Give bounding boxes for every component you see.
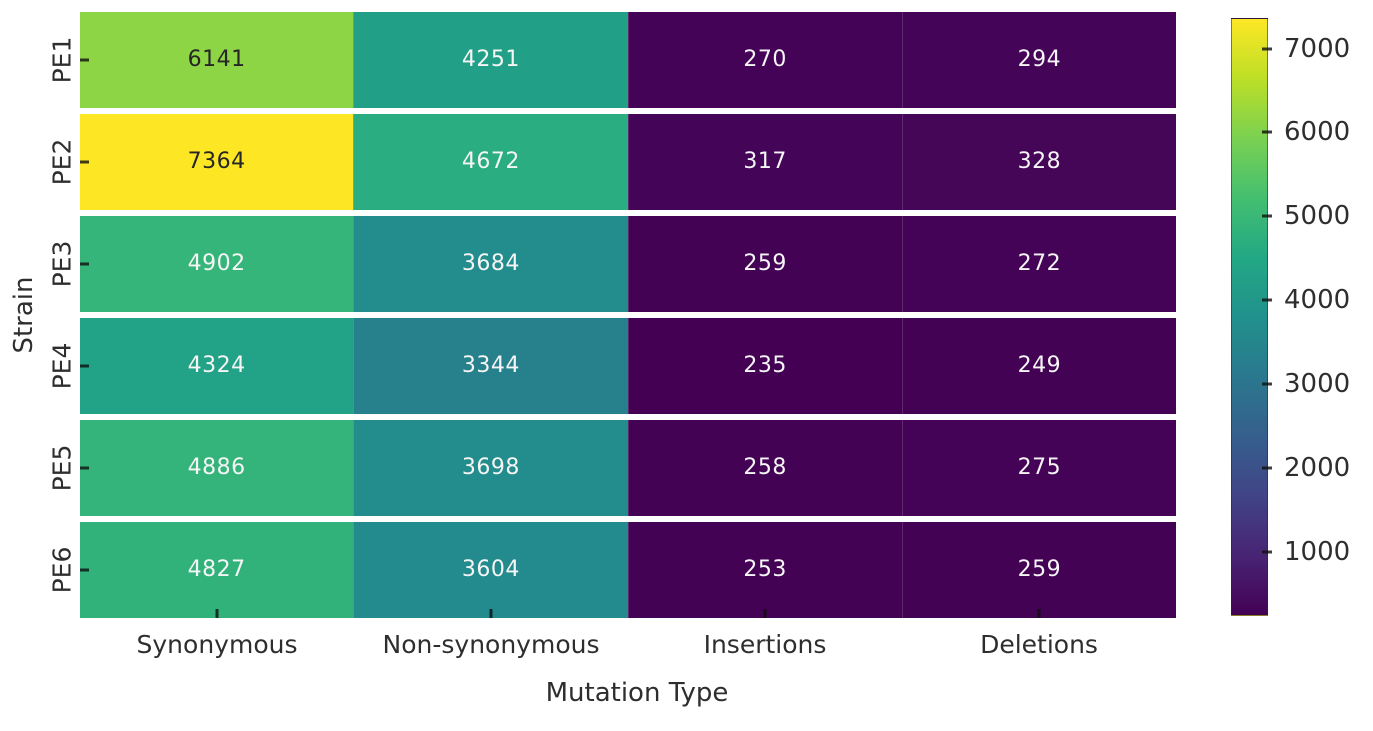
cell-value: 3344 [461, 353, 520, 378]
y-tick-mark [80, 262, 89, 266]
heatmap-cell: 4886 [80, 420, 354, 516]
colorbar-tick-label: 4000 [1284, 285, 1351, 316]
cell-value: 3604 [461, 557, 520, 582]
y-tick-mark [80, 58, 89, 62]
heatmap-cell: 4827 [80, 522, 354, 618]
heatmap-row: 4886 3698 258 275 [80, 420, 1176, 516]
heatmap-cell: 328 [901, 114, 1176, 210]
colorbar-tick-mark [1262, 130, 1272, 134]
heatmap-row: 4827 3604 253 259 [80, 522, 1176, 618]
heatmap-row: 4902 3684 259 272 [80, 216, 1176, 312]
cell-value: 4324 [187, 353, 246, 378]
cell-value: 4672 [461, 149, 520, 174]
heatmap-row: 6141 4251 270 294 [80, 12, 1176, 108]
x-tick-mark [1037, 609, 1041, 618]
y-tick-label: PE5 [47, 444, 77, 492]
plot-area: 6141 4251 270 294 7364 4672 317 328 4902 3684 259 2… [80, 12, 1176, 618]
x-tick-label: Deletions [980, 630, 1098, 659]
y-tick-label: PE1 [47, 36, 77, 84]
heatmap-cell: 294 [901, 12, 1176, 108]
y-tick-label: PE2 [47, 138, 77, 186]
cell-value: 3698 [461, 455, 520, 480]
colorbar-tick-label: 7000 [1284, 33, 1351, 64]
heatmap-cell: 3604 [353, 522, 628, 618]
x-tick-mark [763, 609, 767, 618]
heatmap-cell: 4251 [353, 12, 628, 108]
heatmap-cell: 270 [627, 12, 902, 108]
cell-value: 294 [1017, 47, 1062, 72]
heatmap-cell: 6141 [80, 12, 354, 108]
cell-value: 249 [1017, 353, 1062, 378]
colorbar-tick-label: 3000 [1284, 369, 1351, 400]
x-tick-mark [215, 609, 219, 618]
colorbar-tick-mark [1262, 47, 1272, 51]
cell-value: 4886 [187, 455, 246, 480]
y-tick-mark [80, 466, 89, 470]
y-tick-label: PE6 [47, 546, 77, 594]
heatmap-cell: 259 [901, 522, 1176, 618]
colorbar [1231, 18, 1268, 616]
heatmap-row: 7364 4672 317 328 [80, 114, 1176, 210]
cell-value: 270 [743, 47, 787, 72]
cell-value: 6141 [187, 47, 246, 72]
x-tick-label: Non-synonymous [382, 630, 600, 659]
colorbar-tick-label: 1000 [1284, 536, 1351, 567]
heatmap-cell: 3344 [353, 318, 628, 414]
x-tick-mark [489, 609, 493, 618]
heatmap-cell: 249 [901, 318, 1176, 414]
heatmap-cell: 3684 [353, 216, 628, 312]
cell-value: 4902 [187, 251, 246, 276]
heatmap-cell: 3698 [353, 420, 628, 516]
cell-value: 7364 [187, 149, 246, 174]
cell-value: 235 [743, 353, 787, 378]
heatmap-cell: 235 [627, 318, 902, 414]
heatmap-cell: 275 [901, 420, 1176, 516]
colorbar-tick-label: 2000 [1284, 452, 1351, 483]
cell-value: 253 [743, 557, 787, 582]
cell-value: 272 [1017, 251, 1062, 276]
colorbar-tick-mark [1262, 214, 1272, 218]
y-tick-mark [80, 160, 89, 164]
x-axis-title: Mutation Type [545, 678, 729, 708]
heatmap-cell: 4902 [80, 216, 354, 312]
colorbar-tick-label: 6000 [1284, 117, 1351, 148]
colorbar-tick-mark [1262, 466, 1272, 470]
heatmap-cell: 317 [627, 114, 902, 210]
cell-value: 328 [1017, 149, 1062, 174]
cell-value: 3684 [461, 251, 520, 276]
heatmap-cell: 258 [627, 420, 902, 516]
heatmap-row: 4324 3344 235 249 [80, 318, 1176, 414]
heatmap-cell: 253 [627, 522, 902, 618]
cell-value: 275 [1017, 455, 1062, 480]
heatmap-cell: 259 [627, 216, 902, 312]
heatmap-cell: 272 [901, 216, 1176, 312]
cell-value: 317 [743, 149, 787, 174]
cell-value: 258 [743, 455, 787, 480]
cell-value: 4251 [461, 47, 520, 72]
y-tick-mark [80, 364, 89, 368]
y-axis-title: Strain [9, 276, 39, 354]
colorbar-tick-mark [1262, 298, 1272, 302]
heatmap-cell: 4672 [353, 114, 628, 210]
cell-value: 4827 [187, 557, 246, 582]
x-tick-label: Insertions [703, 630, 827, 659]
y-tick-label: PE4 [47, 342, 77, 390]
colorbar-tick-label: 5000 [1284, 201, 1351, 232]
colorbar-tick-mark [1262, 382, 1272, 386]
y-tick-mark [80, 568, 89, 572]
cell-value: 259 [743, 251, 787, 276]
heatmap-cell: 4324 [80, 318, 354, 414]
colorbar-tick-mark [1262, 550, 1272, 554]
y-tick-label: PE3 [47, 240, 77, 288]
x-tick-label: Synonymous [136, 630, 298, 659]
heatmap-cell: 7364 [80, 114, 354, 210]
cell-value: 259 [1017, 557, 1062, 582]
